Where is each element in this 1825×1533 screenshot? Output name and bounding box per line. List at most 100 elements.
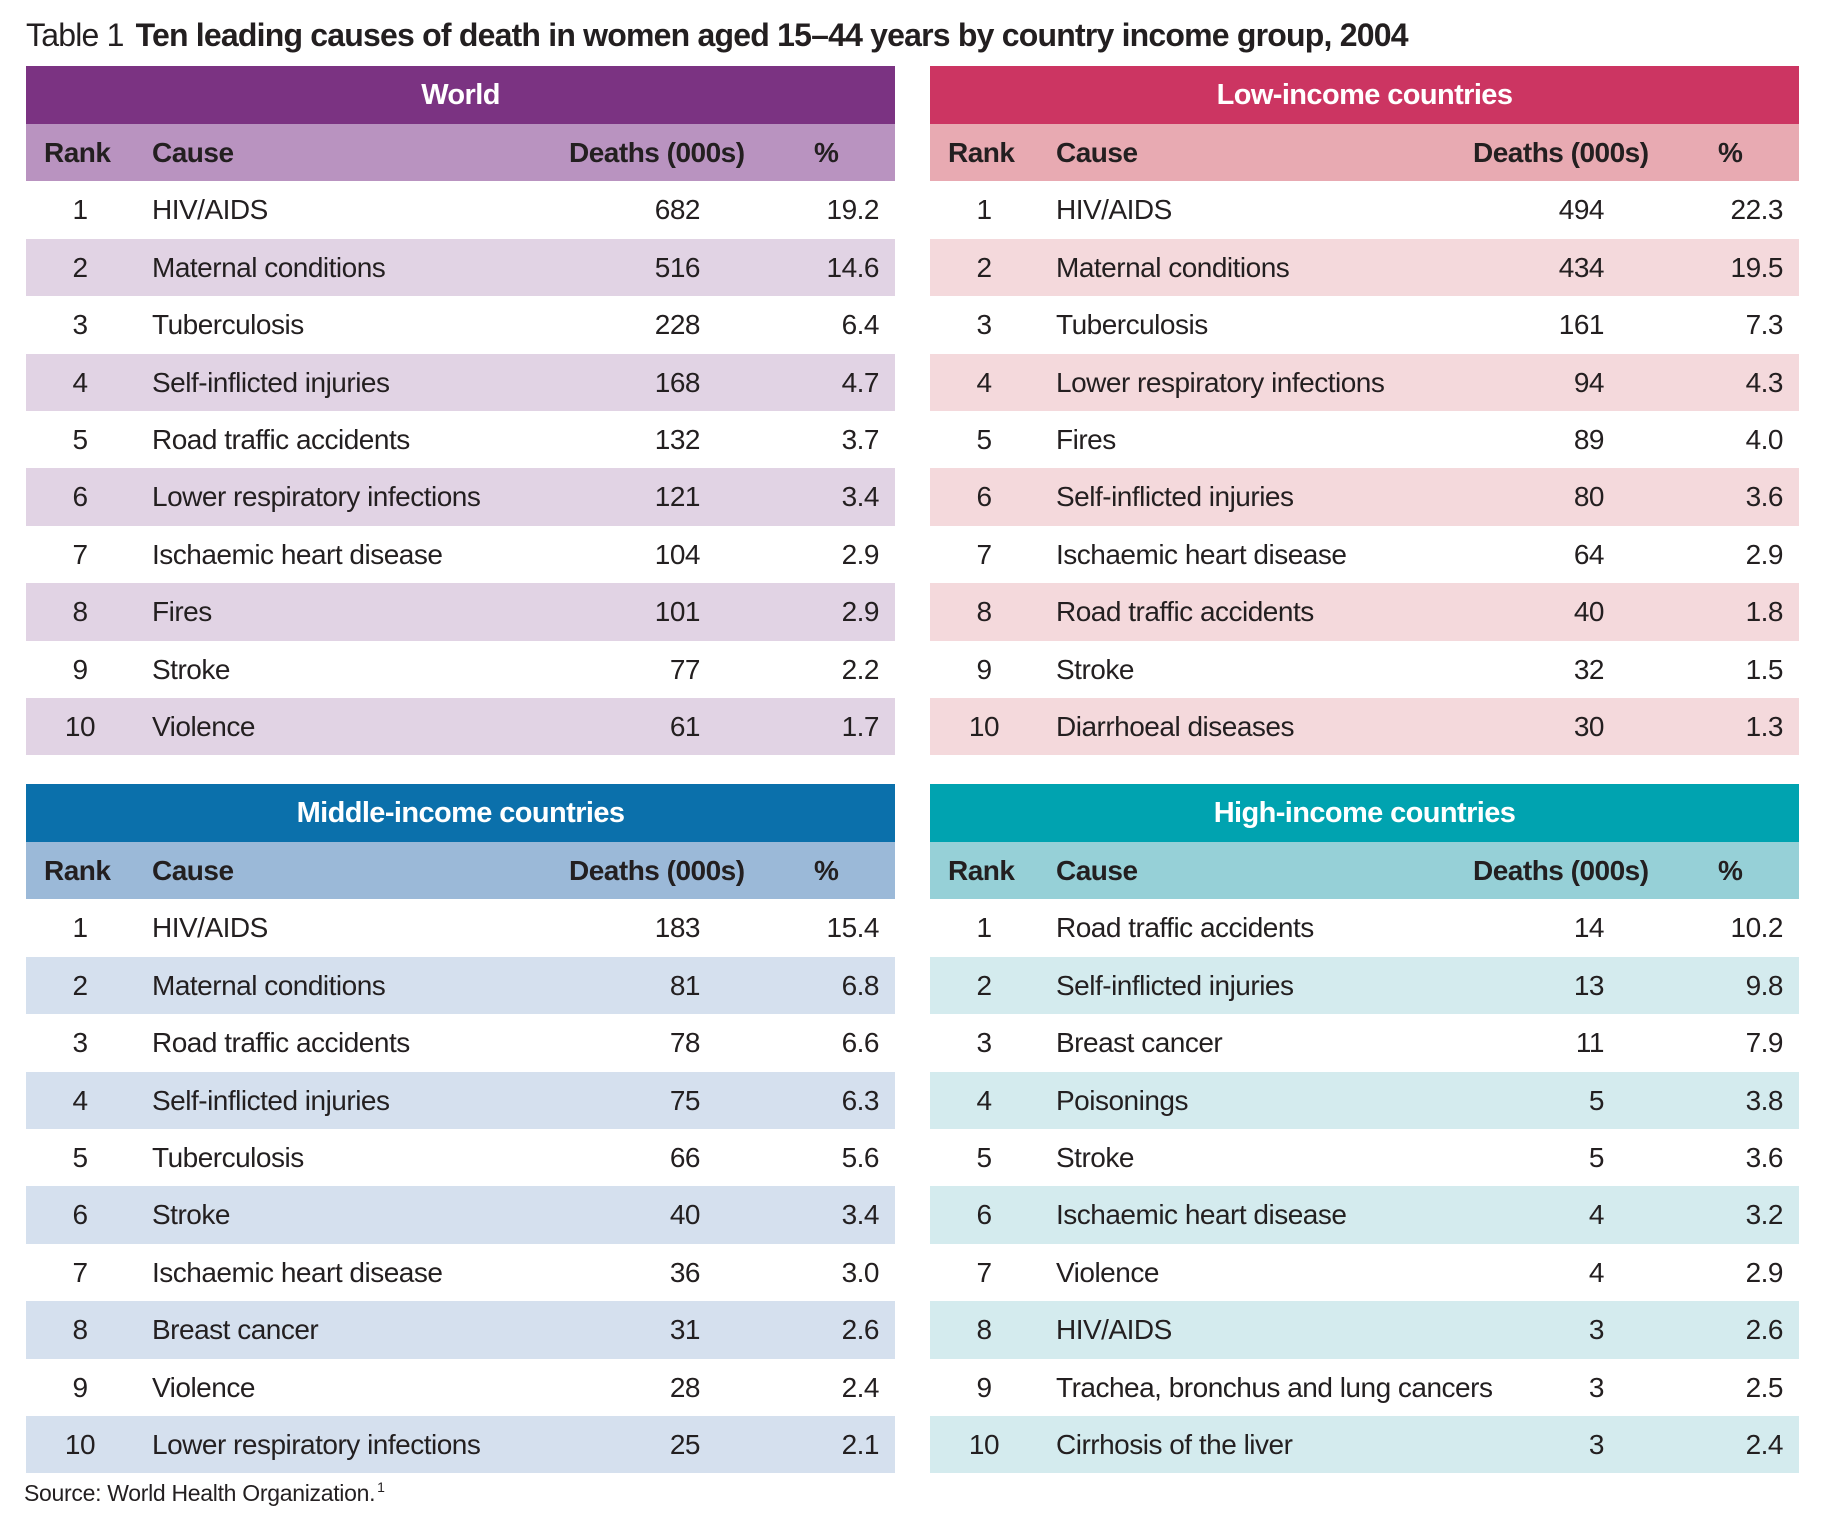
percent-cell: 7.3 <box>1745 309 1784 341</box>
cause-cell: HIV/AIDS <box>1056 194 1172 226</box>
percent-cell: 6.8 <box>841 969 880 1001</box>
cause-cell: Trachea, bronchus and lung cancers <box>1056 1371 1493 1403</box>
cause-cell: Violence <box>1056 1256 1159 1288</box>
percent-column-header: % <box>1718 137 1743 168</box>
table-row: 5 Tuberculosis 66 5.6 <box>26 1128 895 1187</box>
deaths-cell: 161 <box>1558 309 1605 341</box>
deaths-cell: 64 <box>1573 538 1605 570</box>
deaths-cell: 101 <box>654 596 701 628</box>
cause-cell: Diarrhoeal diseases <box>1056 710 1294 742</box>
percent-cell: 3.6 <box>1745 1141 1784 1173</box>
cause-column-header: Cause <box>152 137 234 168</box>
percent-cell: 4.3 <box>1745 366 1784 398</box>
panel-middle-income: Middle-income countries Rank Cause Deaths (… <box>26 784 895 1474</box>
rank-cell: 7 <box>976 538 992 570</box>
table-row: 5 Stroke 5 3.6 <box>930 1128 1799 1187</box>
rank-cell: 2 <box>976 251 992 283</box>
cause-cell: Stroke <box>1056 653 1134 685</box>
deaths-cell: 25 <box>669 1428 701 1460</box>
deaths-cell: 104 <box>654 538 701 570</box>
rank-column-header: Rank <box>948 855 1015 886</box>
rank-cell: 7 <box>72 1256 88 1288</box>
deaths-cell: 14 <box>1573 912 1605 944</box>
cause-cell: Self-inflicted injuries <box>1056 969 1294 1001</box>
cause-cell: Road traffic accidents <box>1056 912 1314 944</box>
percent-cell: 3.4 <box>841 1199 880 1231</box>
table-row: 10 Diarrhoeal diseases 30 1.3 <box>930 697 1799 756</box>
table-row: 8 HIV/AIDS 3 2.6 <box>930 1301 1799 1359</box>
deaths-cell: 4 <box>1588 1199 1605 1231</box>
percent-column-header: % <box>814 137 839 168</box>
deaths-cell: 682 <box>654 194 701 226</box>
cause-cell: Ischaemic heart disease <box>1056 538 1347 570</box>
rank-cell: 2 <box>976 969 992 1001</box>
table-row: 1 HIV/AIDS 183 15.4 <box>26 899 895 957</box>
table-row: 4 Self-inflicted injuries 75 6.3 <box>26 1071 895 1129</box>
table-row: 6 Self-inflicted injuries 80 3.6 <box>930 468 1799 526</box>
rank-cell: 4 <box>72 1084 88 1116</box>
table-row: 6 Lower respiratory infections 121 3.4 <box>26 468 895 526</box>
table-row: 3 Road traffic accidents 78 6.6 <box>26 1014 895 1072</box>
footnote-marker: 1 <box>377 1479 385 1496</box>
percent-cell: 9.8 <box>1745 969 1784 1001</box>
rank-cell: 5 <box>72 423 88 455</box>
deaths-cell: 40 <box>1573 596 1605 628</box>
percent-cell: 2.9 <box>1745 1256 1784 1288</box>
deaths-cell: 168 <box>654 366 701 398</box>
panel-title: Middle-income countries <box>26 784 895 842</box>
rank-cell: 1 <box>72 912 88 944</box>
table-row: 7 Ischaemic heart disease 104 2.9 <box>26 525 895 584</box>
percent-column-header: % <box>1718 855 1743 886</box>
source-text: Source: World Health Organization. <box>24 1480 376 1506</box>
table-row: 4 Lower respiratory infections 94 4.3 <box>930 353 1799 411</box>
rank-column-header: Rank <box>948 137 1015 168</box>
deaths-column-header: Deaths (000s) <box>569 855 745 886</box>
percent-column-header: % <box>814 855 839 886</box>
table-row: 9 Trachea, bronchus and lung cancers 3 2.5 <box>930 1358 1799 1416</box>
cause-cell: Cirrhosis of the liver <box>1056 1428 1293 1460</box>
deaths-column-header: Deaths (000s) <box>569 137 745 168</box>
percent-cell: 6.3 <box>841 1084 880 1116</box>
deaths-cell: 77 <box>669 653 701 685</box>
percent-cell: 7.9 <box>1745 1027 1784 1059</box>
percent-cell: 1.7 <box>841 710 880 742</box>
cause-cell: Lower respiratory infections <box>1056 366 1385 398</box>
table-heading: Ten leading causes of death in women age… <box>135 17 1409 53</box>
deaths-cell: 40 <box>669 1199 701 1231</box>
deaths-cell: 183 <box>654 912 701 944</box>
table-row: 10 Lower respiratory infections 25 2.1 <box>26 1415 895 1474</box>
deaths-cell: 3 <box>1588 1314 1605 1346</box>
rank-column-header: Rank <box>44 137 111 168</box>
table-row: 2 Maternal conditions 516 14.6 <box>26 238 895 297</box>
panel-title: World <box>26 66 895 124</box>
deaths-cell: 75 <box>669 1084 701 1116</box>
deaths-cell: 434 <box>1558 251 1605 283</box>
rank-cell: 3 <box>976 309 992 341</box>
deaths-cell: 494 <box>1558 194 1605 226</box>
rank-cell: 3 <box>72 309 88 341</box>
percent-cell: 2.6 <box>841 1314 880 1346</box>
table-row: 10 Cirrhosis of the liver 3 2.4 <box>930 1415 1799 1474</box>
percent-cell: 2.4 <box>1745 1428 1784 1460</box>
percent-cell: 3.0 <box>841 1256 880 1288</box>
cause-cell: Maternal conditions <box>1056 251 1290 283</box>
table-row: 3 Breast cancer 11 7.9 <box>930 1014 1799 1072</box>
cause-cell: Maternal conditions <box>152 969 386 1001</box>
percent-cell: 3.4 <box>841 481 880 513</box>
percent-cell: 2.9 <box>841 538 880 570</box>
percent-cell: 2.5 <box>1745 1371 1784 1403</box>
table-row: 2 Maternal conditions 434 19.5 <box>930 238 1799 297</box>
deaths-cell: 78 <box>669 1027 701 1059</box>
percent-cell: 2.4 <box>841 1371 880 1403</box>
table-row: 4 Self-inflicted injuries 168 4.7 <box>26 353 895 411</box>
deaths-cell: 228 <box>654 309 701 341</box>
column-header-row: Rank Cause Deaths (000s)% <box>26 124 895 182</box>
percent-cell: 4.0 <box>1745 423 1784 455</box>
cause-cell: Road traffic accidents <box>1056 596 1314 628</box>
cause-cell: Tuberculosis <box>152 309 304 341</box>
rank-cell: 10 <box>64 710 96 742</box>
deaths-cell: 11 <box>1575 1027 1605 1059</box>
deaths-cell: 94 <box>1573 366 1605 398</box>
rank-cell: 5 <box>976 423 992 455</box>
percent-cell: 2.9 <box>1745 538 1784 570</box>
